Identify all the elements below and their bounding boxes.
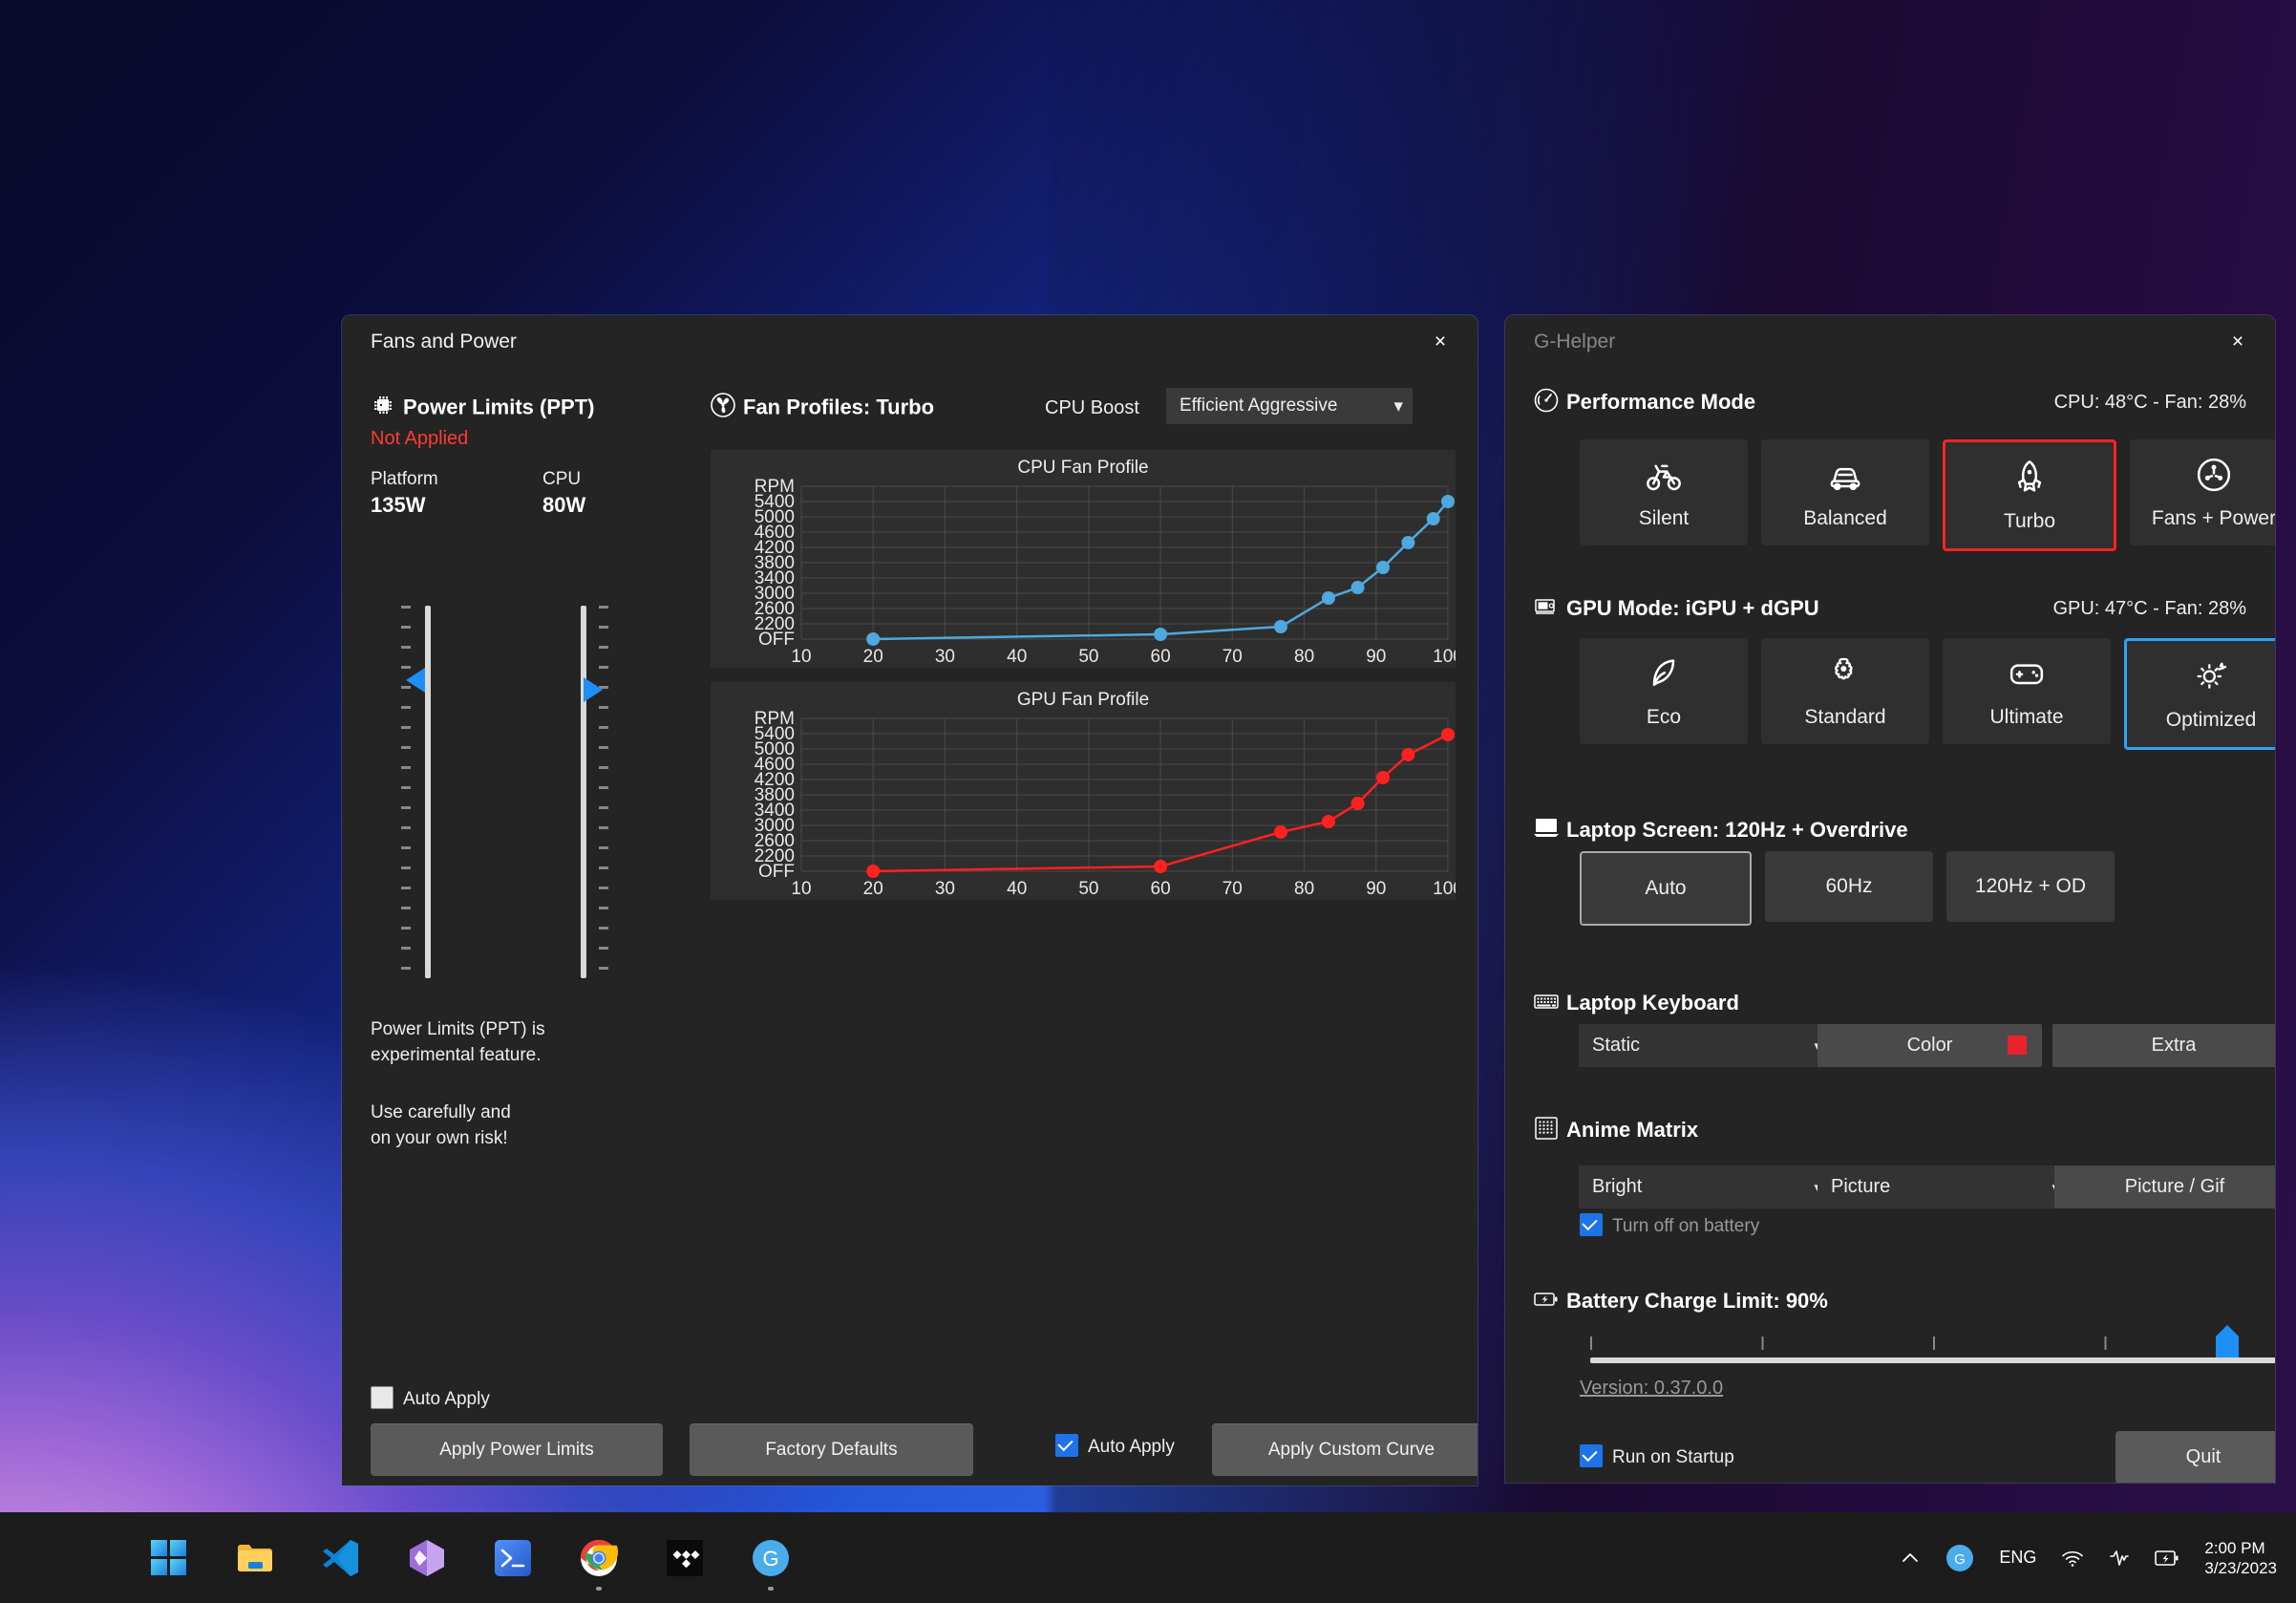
svg-text:80: 80 — [1294, 879, 1314, 899]
svg-text:OFF: OFF — [758, 630, 795, 650]
svg-text:30: 30 — [935, 879, 955, 899]
svg-text:50: 50 — [1078, 879, 1098, 899]
svg-text:G: G — [1955, 1551, 1966, 1568]
svg-text:20: 20 — [863, 647, 883, 667]
svg-text:60: 60 — [1151, 879, 1171, 899]
svg-text:10: 10 — [791, 647, 811, 667]
svg-text:90: 90 — [1366, 879, 1386, 899]
svg-text:50: 50 — [1078, 647, 1098, 667]
svg-text:30: 30 — [935, 647, 955, 667]
svg-text:OFF: OFF — [758, 862, 795, 882]
svg-text:20: 20 — [863, 879, 883, 899]
svg-text:100: 100 — [1433, 879, 1456, 899]
svg-text:90: 90 — [1366, 647, 1386, 667]
svg-text:40: 40 — [1007, 879, 1027, 899]
svg-text:70: 70 — [1222, 647, 1243, 667]
svg-text:10: 10 — [791, 879, 811, 899]
svg-text:40: 40 — [1007, 647, 1027, 667]
svg-text:80: 80 — [1294, 647, 1314, 667]
svg-text:60: 60 — [1151, 647, 1171, 667]
svg-text:100: 100 — [1433, 647, 1456, 667]
svg-text:70: 70 — [1222, 879, 1243, 899]
svg-text:G: G — [762, 1547, 778, 1571]
